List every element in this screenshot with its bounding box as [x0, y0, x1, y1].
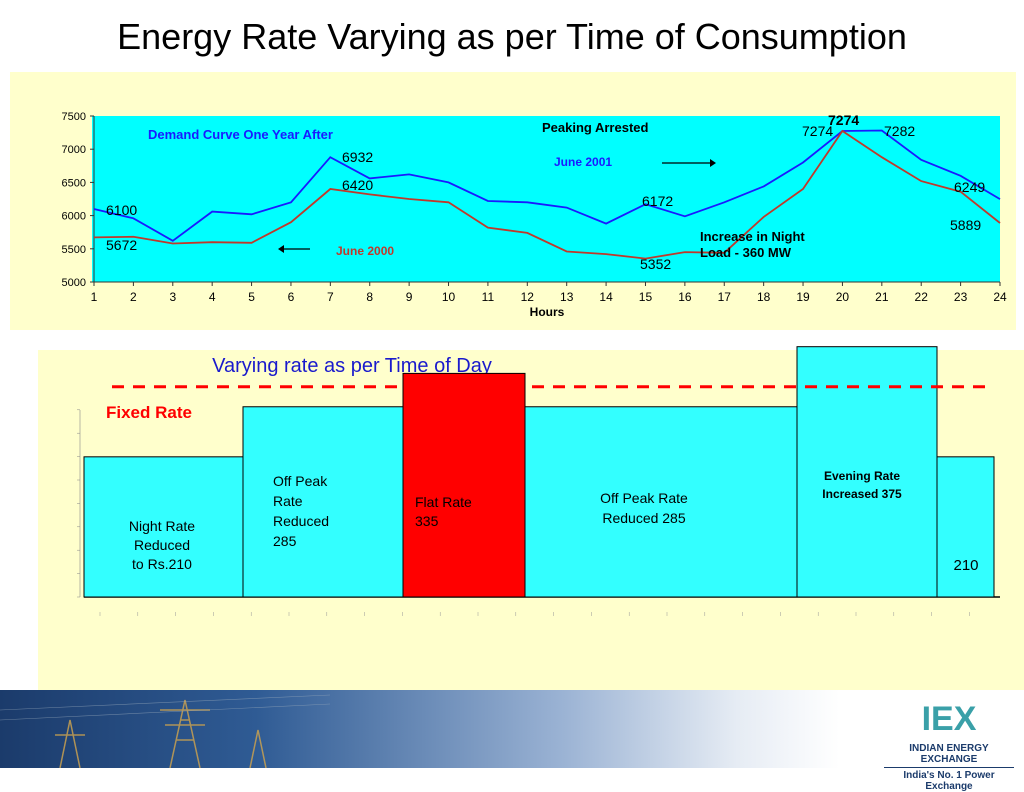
logo-company-name: INDIAN ENERGY EXCHANGE — [884, 743, 1014, 765]
bar-label-2: Rate — [273, 493, 303, 509]
bar-label-1: to Rs.210 — [132, 556, 192, 572]
bar-label-5: Increased 375 — [822, 487, 902, 501]
bar-label-1: Reduced — [134, 537, 190, 553]
bar-label-6: 210 — [953, 557, 978, 574]
bar-label-4: Reduced 285 — [602, 510, 686, 526]
bar-label-2: Reduced — [273, 513, 329, 529]
bar-label-3: 335 — [415, 513, 439, 529]
bar-3 — [403, 373, 525, 597]
footer-banner: IEX INDIAN ENERGY EXCHANGE India's No. 1… — [0, 690, 1024, 768]
bar-6 — [937, 457, 994, 597]
logo-tagline: India's No. 1 Power Exchange — [884, 767, 1014, 792]
iex-logo-mark: IEX — [909, 698, 989, 738]
fixed-rate-label: Fixed Rate — [106, 403, 192, 422]
bar-label-5: Evening Rate — [824, 469, 900, 483]
bar-label-1: Night Rate — [129, 518, 195, 534]
logo-mark-text: IEX — [922, 700, 977, 738]
bar-label-2: Off Peak — [273, 473, 328, 489]
power-tower-graphic — [0, 690, 330, 768]
bar-label-2: 285 — [273, 533, 297, 549]
bar-2 — [243, 407, 403, 597]
iex-logo: IEX INDIAN ENERGY EXCHANGE India's No. 1… — [884, 698, 1014, 792]
bar-label-3: Flat Rate — [415, 494, 472, 510]
bar-label-4: Off Peak Rate — [600, 490, 688, 506]
